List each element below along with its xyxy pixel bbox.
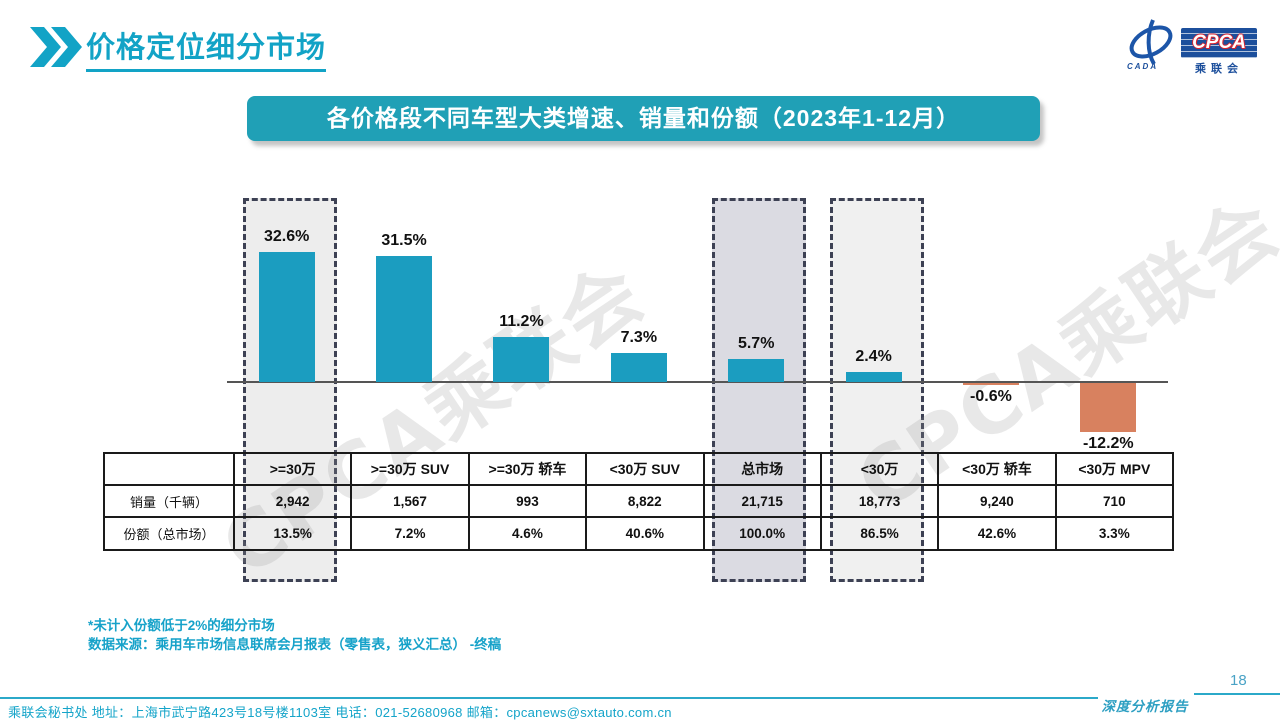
bar [376, 256, 433, 382]
table-value-cell: 86.5% [819, 516, 940, 551]
table-value-cell: 100.0% [702, 516, 822, 551]
table-header-cell: <30万 [819, 452, 940, 486]
table-row: 销量（千辆） 2,942 1,567 993 8,822 21,715 18,773 9,24… [103, 484, 1175, 518]
page-title: 价格定位细分市场 [86, 24, 327, 72]
cpca-logo: CPCA 乘联会 CADA [1123, 16, 1257, 75]
table-header-cell: >=30万 [232, 452, 353, 486]
cpca-logo-box: CPCA [1181, 28, 1257, 58]
cpca-logo-chinese: 乘联会 [1195, 63, 1243, 75]
bar-value-label: 2.4% [855, 348, 892, 366]
cpca-logo-swoosh-icon [1123, 18, 1179, 71]
bar [610, 352, 667, 382]
table-value-cell: 8,822 [585, 484, 705, 518]
footnote-line: *未计入份额低于2%的细分市场 [88, 618, 275, 633]
page-number: 18 [1230, 672, 1247, 689]
table-header-cell: >=30万 SUV [350, 452, 470, 486]
footnote-line: 数据来源：乘用车市场信息联席会月报表（零售表，狭义汇总） -终稿 [88, 637, 502, 652]
table-row-label: 份额（总市场） [103, 516, 235, 551]
footer-divider-right [1194, 693, 1280, 695]
table-header-cell: 总市场 [702, 452, 822, 486]
table-value-cell: 7.2% [350, 516, 470, 551]
table-value-cell: 2,942 [232, 484, 353, 518]
table-value-cell: 1,567 [350, 484, 470, 518]
table-value-cell: 993 [467, 484, 588, 518]
cpca-logo-text: CPCA [1192, 32, 1246, 53]
table-value-cell: 42.6% [937, 516, 1057, 551]
bar [493, 337, 550, 382]
footer-contact: 乘联会秘书处 地址：上海市武宁路423号18号楼1103室 电话：021-526… [8, 705, 672, 720]
double-chevron-icon [30, 27, 82, 72]
footnotes: *未计入份额低于2%的细分市场 数据来源：乘用车市场信息联席会月报表（零售表，狭… [88, 616, 501, 654]
report-label: 深度分析报告 [1101, 699, 1189, 715]
table-value-cell: 21,715 [702, 484, 822, 518]
table-value-cell: 3.3% [1054, 516, 1175, 551]
bar-value-label: 31.5% [381, 232, 427, 249]
x-axis-line [227, 381, 1168, 383]
table-value-cell: 9,240 [937, 484, 1057, 518]
bar [1080, 383, 1137, 432]
table-row-label: 销量（千辆） [103, 484, 235, 518]
bar-value-label: 32.6% [264, 227, 310, 245]
bar-value-label: -12.2% [1082, 434, 1134, 452]
table-value-cell: 18,773 [819, 484, 940, 518]
bar-value-label: -0.6% [970, 388, 1012, 406]
footer-divider [0, 697, 1098, 699]
table-corner-cell [103, 452, 235, 486]
table-header-cell: <30万 轿车 [937, 452, 1057, 486]
bar [962, 383, 1019, 386]
bar [258, 251, 315, 382]
cpca-logo-sub: CADA [1127, 62, 1159, 71]
bar-value-label: 5.7% [737, 335, 775, 353]
data-table: >=30万 >=30万 SUV >=30万 轿车 <30万 SUV 总市场 <30万 <30… [103, 452, 1175, 551]
table-row: 份额（总市场） 13.5% 7.2% 4.6% 40.6% 100.0% 86.5% 42.6… [103, 516, 1175, 551]
bar-value-label: 7.3% [620, 328, 658, 346]
table-value-cell: 40.6% [585, 516, 705, 551]
table-value-cell: 4.6% [467, 516, 588, 551]
table-value-cell: 710 [1054, 484, 1175, 518]
table-value-cell: 13.5% [232, 516, 353, 551]
table-header-cell: >=30万 轿车 [467, 452, 588, 486]
table-header-cell: <30万 MPV [1054, 452, 1175, 486]
bar [845, 372, 902, 382]
bar-value-label: 11.2% [499, 313, 544, 331]
bar [728, 359, 785, 382]
chart-title-banner: 各价格段不同车型大类增速、销量和份额（2023年1-12月） [247, 96, 1040, 141]
table-header-cell: <30万 SUV [585, 452, 705, 486]
